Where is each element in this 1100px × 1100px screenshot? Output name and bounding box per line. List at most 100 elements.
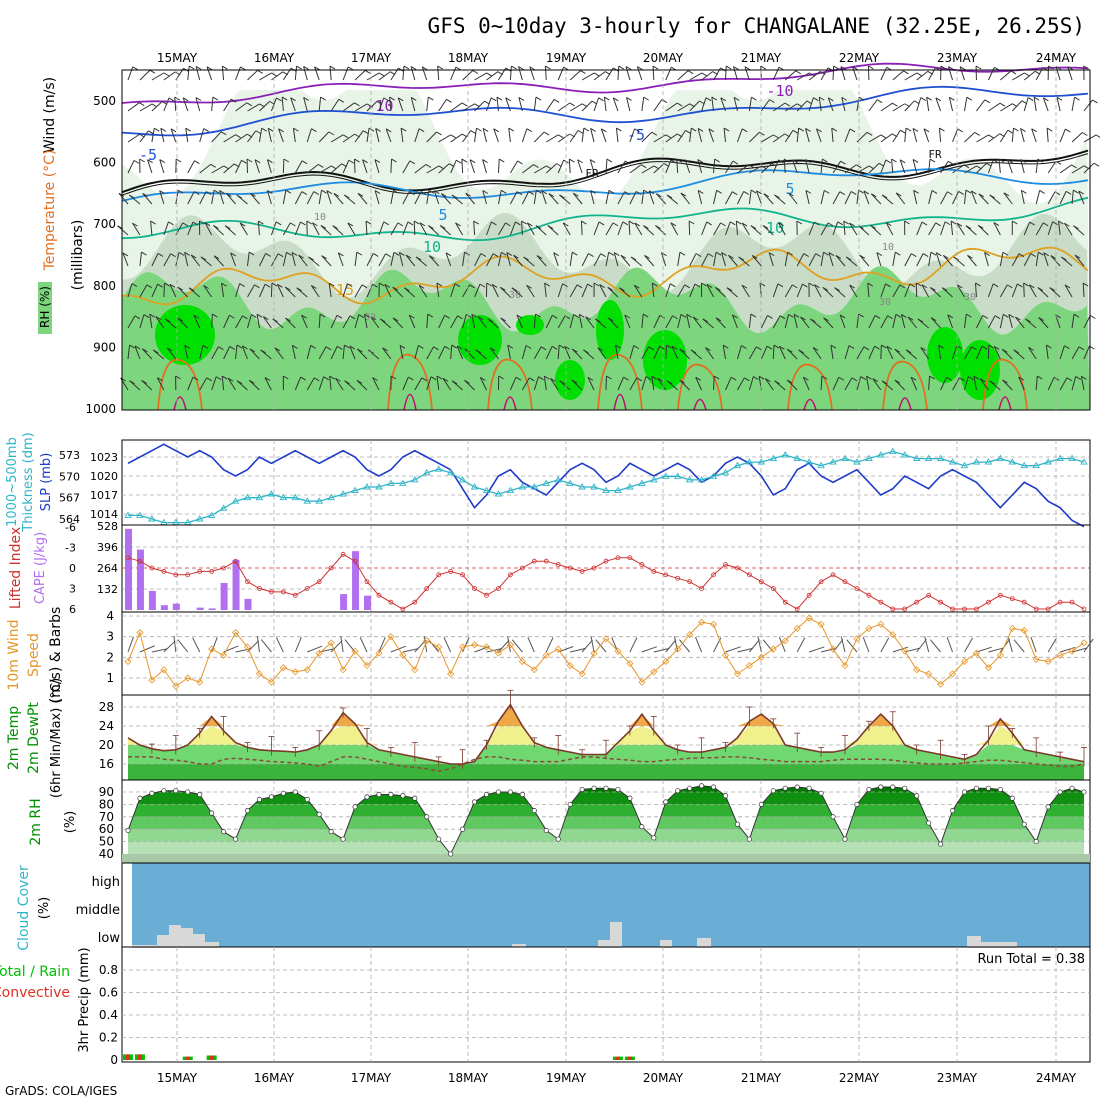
wind-speed-point-7 — [208, 645, 216, 653]
lifted-index-point-20 — [364, 579, 370, 585]
wind-barb-flag — [859, 254, 866, 259]
wind-barb — [1059, 377, 1068, 391]
thickness-series-line — [128, 450, 1085, 524]
wind-barb-flag — [118, 192, 125, 197]
wind-barb-flag — [984, 252, 990, 256]
wind-barb-flag — [965, 189, 972, 194]
wind-barb — [509, 221, 516, 236]
wind-barb — [139, 103, 153, 112]
wind-barb — [921, 284, 930, 298]
wind-barb — [808, 71, 821, 81]
lifted-index-point-79 — [1069, 599, 1075, 605]
lifted-index-point-10 — [245, 579, 250, 585]
wind-barb — [711, 97, 715, 112]
wind-barb — [303, 66, 308, 81]
lifted-index-point-2 — [149, 565, 155, 571]
wind-ytick-4: 4 — [106, 609, 114, 623]
wind-barb — [303, 97, 308, 112]
wind-barb-flag — [195, 97, 202, 101]
wind-barb-flag — [787, 379, 793, 384]
wind-barb — [410, 66, 416, 81]
wind-barb-flag — [543, 131, 550, 136]
wind-barb-flag — [672, 315, 678, 320]
wind-barb — [473, 220, 476, 236]
wind-barb-flag — [168, 97, 175, 102]
wind-barb — [328, 283, 332, 298]
lifted-index-point-11 — [257, 586, 262, 591]
wind-barb — [282, 222, 291, 236]
wind-barb — [428, 255, 440, 267]
wind-barb-flag — [569, 158, 575, 163]
wind-barb-flag — [732, 314, 738, 319]
wind-barb — [1059, 191, 1067, 205]
wind-barb-flag — [213, 225, 219, 229]
wind-barb — [1055, 66, 1061, 81]
low-cloud-bar-6 — [512, 944, 526, 947]
wind-barb — [482, 128, 487, 143]
precip-ytick-0.2: 0.2 — [99, 1031, 118, 1045]
wind-barb — [366, 283, 374, 298]
wind-barb-flag — [508, 127, 515, 132]
contour-label-15: 30 — [879, 297, 891, 308]
wind-barb — [783, 159, 786, 174]
rh-2m-point-26 — [436, 836, 442, 842]
wind-barb-flag — [686, 313, 692, 318]
wind-barb-flag — [202, 344, 209, 349]
wind-barb-flag — [988, 134, 994, 139]
wind-barb — [708, 128, 715, 143]
wind-barb-flag — [604, 96, 610, 101]
wind-speed-point-34 — [530, 666, 538, 674]
wind-barb-flag — [648, 190, 655, 195]
wind-barb-flag — [536, 189, 542, 194]
wind-barb-flag — [356, 379, 363, 384]
wind-barb-flag — [267, 159, 273, 164]
wind-barb — [844, 128, 851, 143]
wind-barb — [748, 314, 752, 329]
wind-barb — [541, 190, 547, 205]
wind-barb-flag — [312, 222, 318, 227]
lifted-index-point-80 — [1081, 606, 1087, 612]
wind-barb — [335, 377, 344, 391]
wind-barb — [211, 131, 222, 143]
wind-barb-flag — [701, 282, 707, 287]
wind-speed-point-37 — [566, 662, 574, 670]
wind-barb — [1046, 128, 1049, 143]
wind-barb-flag — [349, 315, 356, 320]
wind-barb — [247, 284, 255, 298]
wind-speed-point-13 — [279, 664, 287, 672]
wind-barb-flag — [899, 284, 906, 289]
wind-barb — [262, 316, 272, 329]
thickness-point-25 — [422, 468, 431, 476]
wind-barb — [127, 345, 131, 360]
precip-conv-bar-0 — [126, 1054, 130, 1060]
wind-barb-flag — [619, 287, 625, 292]
wind-barb-flag — [679, 251, 686, 256]
rh-band-2 — [128, 816, 1084, 830]
wind-speed-point-11 — [255, 670, 264, 678]
contour-label-0: -10 — [366, 97, 393, 115]
wind-barb-flag — [777, 283, 784, 288]
wind-barb — [132, 222, 141, 236]
wind-barb-flag — [142, 348, 148, 353]
wind-barb — [629, 191, 637, 205]
wind-barb-flag — [680, 192, 687, 197]
wind-barb — [151, 128, 155, 143]
wind-barb-flag — [528, 191, 534, 195]
thk-ytick-564: 564 — [59, 513, 80, 526]
wind-barb-flag — [593, 72, 600, 77]
wind-barb — [392, 317, 404, 329]
wind-barb-flag — [529, 66, 536, 71]
temp-ylabel-3: (6hr Min/Max) (°C) — [49, 678, 64, 798]
wind-barb — [856, 190, 860, 205]
wind-barb — [155, 316, 165, 329]
wind-barb-flag — [313, 191, 319, 195]
wind-barb-flag — [175, 158, 182, 163]
wind-speed-point-33 — [518, 657, 526, 666]
wind-barb — [330, 163, 343, 174]
wind-barb-flag — [486, 72, 492, 77]
wind-barb — [999, 252, 1004, 267]
wind-speed-point-78 — [1056, 651, 1064, 659]
wind-barb — [892, 129, 901, 143]
thk-ylabel-2: Thickness (dm) — [21, 432, 36, 532]
wind-barb-flag — [239, 283, 245, 288]
